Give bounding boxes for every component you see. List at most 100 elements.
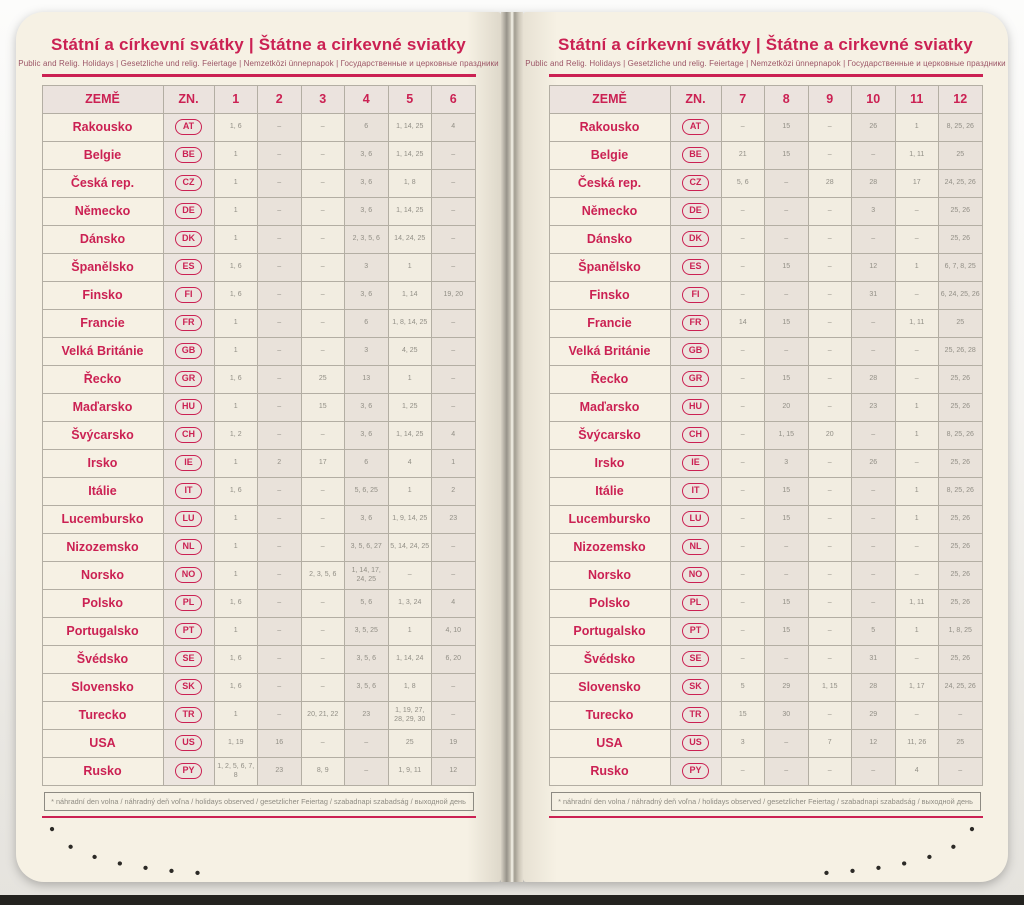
holiday-cell: 24, 25, 26: [938, 168, 983, 198]
holiday-cell: –: [300, 532, 345, 562]
holiday-cell: –: [720, 336, 765, 366]
holiday-cell: –: [807, 616, 852, 646]
country-name: Portugalsko: [548, 616, 671, 646]
country-name: Řecko: [41, 364, 164, 394]
holiday-cell: –: [764, 644, 809, 674]
header-row: ZEMĚ ZN. 7 8 9 10 11 12: [548, 84, 983, 114]
holiday-cell: 1: [213, 700, 258, 730]
holiday-cell: –: [257, 168, 302, 198]
holiday-cell: –: [300, 308, 345, 338]
table-row: Švýcarsko CH 1, 2– –3, 6 1, 14, 25 4: [41, 420, 476, 450]
country-code-cell: TR: [162, 700, 215, 730]
holiday-cell: 2: [431, 476, 476, 506]
holiday-cell: –: [300, 616, 345, 646]
table-row: Belgie BE 21 15– –1, 11 25: [548, 140, 983, 170]
holiday-cell: 6: [344, 448, 389, 478]
holiday-cell: 15: [300, 392, 345, 422]
header-row: ZEMĚ ZN. 1 2 3 4 5 6: [41, 84, 476, 114]
holiday-cell: –: [851, 420, 896, 450]
holiday-cell: –: [431, 700, 476, 730]
holiday-cell: 5: [851, 616, 896, 646]
page-title: Státní a církevní svátky | Štátne a cirk…: [51, 35, 466, 54]
holiday-cell: 24, 25, 26: [938, 672, 983, 702]
holiday-cell: 3, 6: [344, 280, 389, 310]
holiday-cell: –: [894, 280, 939, 310]
table-row: Maďarsko HU 1–15 3, 6 1, 25–: [41, 392, 476, 422]
country-name: Turecko: [548, 700, 671, 730]
country-code-badge: GB: [682, 343, 709, 359]
holiday-cell: –: [257, 504, 302, 534]
holiday-cell: 28: [851, 364, 896, 394]
country-code-cell: US: [162, 728, 215, 758]
holiday-cell: 16: [257, 728, 302, 758]
country-name: Řecko: [548, 364, 671, 394]
holiday-cell: 23: [257, 756, 302, 786]
table-row: Slovensko SK 1, 6– –3, 5, 6 1, 8–: [41, 672, 476, 702]
table-row: Itálie IT –15– –1 8, 25, 26: [548, 476, 983, 506]
country-name: Itálie: [548, 476, 671, 506]
country-code-cell: AT: [669, 112, 722, 142]
table-row: Turecko TR 1–20, 21, 22 23 1, 19, 27, 28, 29…: [41, 700, 476, 730]
table-row: Rusko PY 1, 2, 5, 6, 7, 8 23 8, 9–1, 9, 11 12: [41, 756, 476, 786]
holiday-cell: –: [257, 224, 302, 254]
holiday-cell: –: [807, 280, 852, 310]
holiday-cell: –: [257, 280, 302, 310]
holiday-cell: –: [720, 616, 765, 646]
country-code-badge: PY: [682, 763, 709, 779]
table-row: Velká Británie GB – – – – –25, 26, 28: [548, 336, 983, 366]
holiday-cell: 15: [764, 504, 809, 534]
holiday-cell: –: [851, 140, 896, 170]
table-row: Řecko GR 1, 6–25 13 1–: [41, 364, 476, 394]
holiday-cell: 19: [431, 728, 476, 758]
holiday-cell: 3: [344, 336, 389, 366]
country-code-badge: GB: [175, 343, 202, 359]
table-row: Finsko FI – – –31–6, 24, 25, 26: [548, 280, 983, 310]
holiday-cell: 1, 9, 11: [387, 756, 432, 786]
holiday-cell: 25, 26: [938, 588, 983, 618]
country-name: Itálie: [41, 476, 164, 506]
holiday-cell: –: [387, 560, 432, 590]
holiday-cell: 29: [764, 672, 809, 702]
column-header-country: ZEMĚ: [548, 84, 671, 114]
holiday-cell: –: [431, 140, 476, 170]
holiday-cell: –: [851, 532, 896, 562]
holiday-cell: –: [257, 196, 302, 226]
holiday-cell: 3: [344, 252, 389, 282]
holiday-cell: 3: [764, 448, 809, 478]
holiday-cell: 25: [938, 728, 983, 758]
holiday-cell: 3, 6: [344, 196, 389, 226]
page-subtitle: Public and Relig. Holidays | Gesetzliche…: [18, 59, 499, 68]
table-row: Španělsko ES –15–12 1 6, 7, 8, 25: [548, 252, 983, 282]
country-code-cell: DK: [162, 224, 215, 254]
country-code-badge: CH: [175, 427, 202, 443]
holiday-cell: 26: [851, 112, 896, 142]
holiday-cell: 25, 26: [938, 560, 983, 590]
country-name: Rakousko: [41, 112, 164, 142]
country-code-badge: PL: [175, 595, 202, 611]
holiday-cell: 5, 6: [344, 588, 389, 618]
holiday-cell: 3, 5, 25: [344, 616, 389, 646]
holiday-cell: –: [431, 672, 476, 702]
holiday-cell: –: [257, 364, 302, 394]
country-name: Německo: [41, 196, 164, 226]
holiday-cell: 1: [213, 336, 258, 366]
holiday-cell: 4, 10: [431, 616, 476, 646]
country-name: Švédsko: [548, 644, 671, 674]
country-name: USA: [41, 728, 164, 758]
column-header-month: 7: [720, 84, 765, 114]
country-name: Francie: [548, 308, 671, 338]
country-name: Velká Británie: [548, 336, 671, 366]
table-row: Španělsko ES 1, 6– –3 1–: [41, 252, 476, 282]
country-name: Dánsko: [41, 224, 164, 254]
country-code-cell: LU: [669, 504, 722, 534]
holiday-cell: 1, 9, 14, 25: [387, 504, 432, 534]
column-header-month: 10: [851, 84, 896, 114]
country-code-cell: NO: [162, 560, 215, 590]
holiday-cell: 5, 6, 25: [344, 476, 389, 506]
holiday-cell: 1, 11: [894, 588, 939, 618]
holiday-cell: 3, 5, 6: [344, 672, 389, 702]
holiday-cell: –: [720, 364, 765, 394]
country-name: Irsko: [41, 448, 164, 478]
table-row: Lucembursko LU 1– –3, 6 1, 9, 14, 25 23: [41, 504, 476, 534]
country-name: Irsko: [548, 448, 671, 478]
